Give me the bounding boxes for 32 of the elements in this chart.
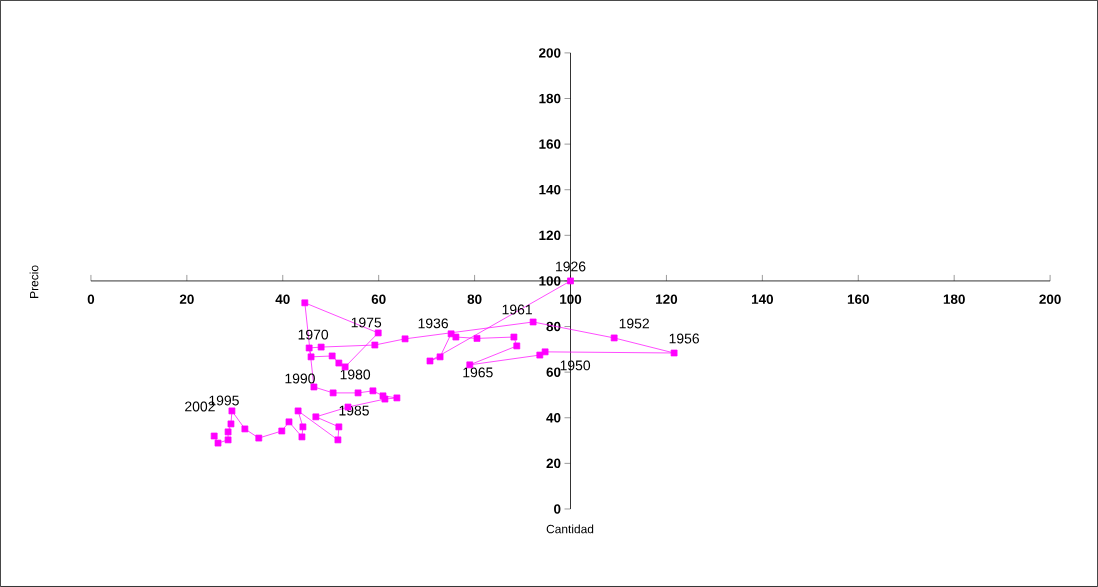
y-tick-label: 180	[539, 93, 561, 104]
annotation: 1961	[502, 304, 532, 315]
x-tick-label: 80	[467, 294, 482, 305]
x-tick-label: 120	[656, 294, 678, 305]
annotation: 1970	[298, 329, 329, 340]
y-tick-label: 140	[539, 185, 561, 195]
x-tick-label: 20	[179, 294, 194, 305]
x-tick-label: 140	[751, 294, 774, 305]
x-tick-label: 180	[943, 294, 965, 305]
x-tick-label: 40	[275, 294, 290, 305]
y-tick-label: 160	[539, 139, 561, 149]
annotation: 1990	[285, 373, 315, 384]
y-tick-label: 80	[546, 321, 561, 332]
y-tick-label: 60	[546, 367, 561, 377]
y-axis-title: Precio	[29, 265, 39, 298]
annotation: 1975	[351, 317, 382, 328]
x-tick-label: 0	[87, 294, 95, 305]
y-tick-label: 40	[546, 413, 561, 423]
annotation: 1936	[418, 318, 448, 329]
annotation: 1980	[340, 369, 371, 380]
y-tick-label: 200	[539, 48, 561, 58]
x-tick-label: 60	[371, 294, 386, 305]
x-tick-label: 160	[847, 294, 869, 305]
x-tick-label: 200	[1039, 294, 1061, 305]
annotation: 1956	[669, 333, 699, 344]
annotation: 1965	[463, 367, 493, 378]
x-axis-title: Cantidad	[546, 524, 594, 534]
y-tick-label: 0	[554, 504, 561, 514]
y-tick-label: 20	[546, 458, 561, 469]
y-tick-label: 120	[539, 230, 561, 241]
annotation: 1952	[619, 318, 649, 329]
y-tick-label: 100	[539, 276, 561, 286]
